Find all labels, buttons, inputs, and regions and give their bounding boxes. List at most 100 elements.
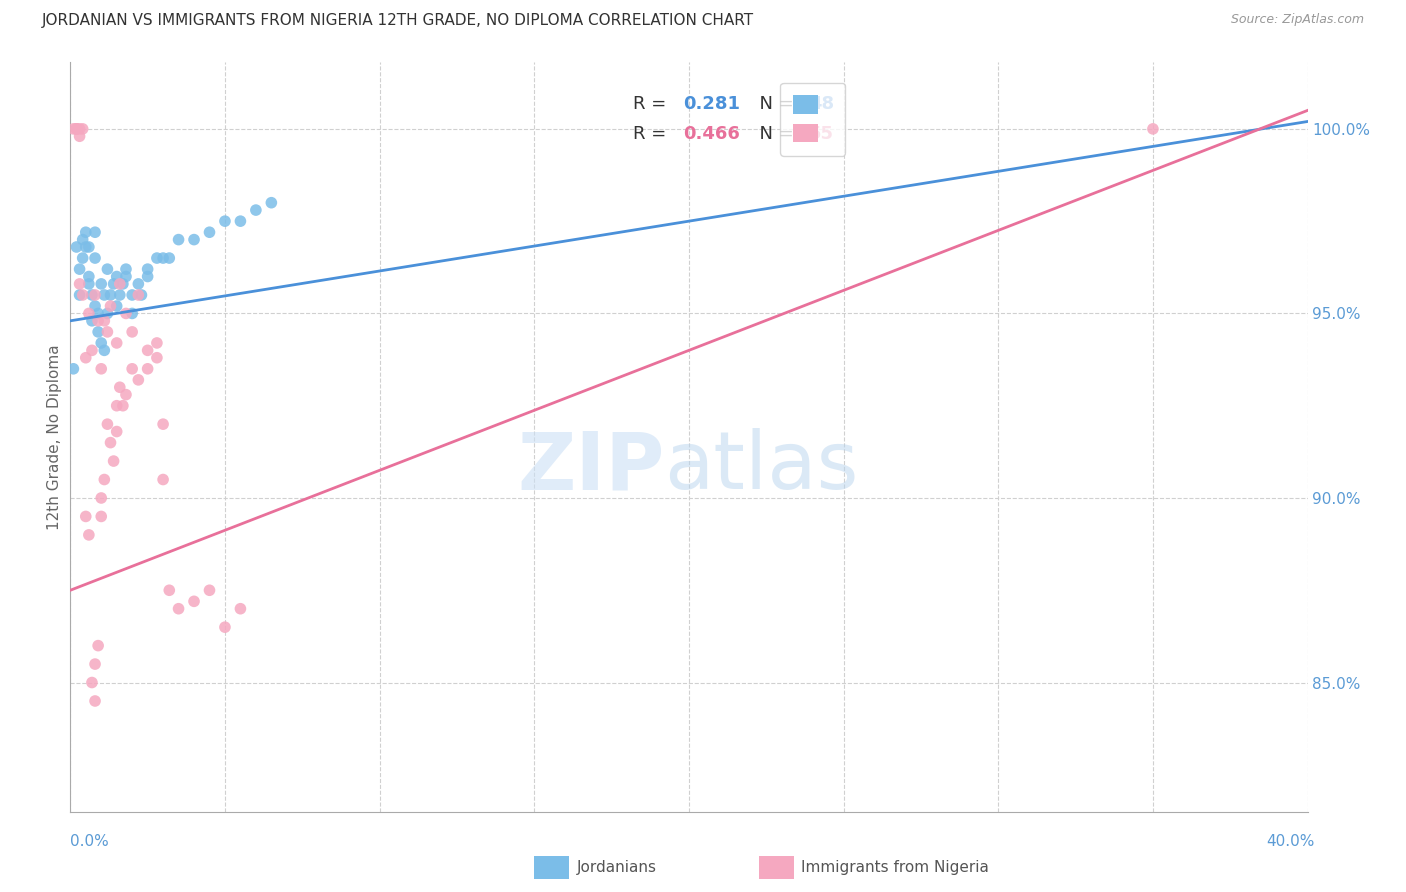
Point bbox=[90, 277, 112, 291]
Point bbox=[84, 288, 107, 302]
Point bbox=[136, 269, 159, 284]
Point bbox=[69, 277, 91, 291]
Point bbox=[96, 306, 118, 320]
Point bbox=[105, 269, 128, 284]
Point bbox=[69, 121, 91, 136]
Point bbox=[152, 473, 174, 487]
Point bbox=[77, 528, 100, 542]
Text: 0.466: 0.466 bbox=[683, 125, 740, 143]
Point bbox=[93, 473, 115, 487]
Point bbox=[96, 325, 118, 339]
Point bbox=[100, 299, 122, 313]
Text: Immigrants from Nigeria: Immigrants from Nigeria bbox=[801, 860, 990, 874]
Point bbox=[152, 251, 174, 265]
Point bbox=[69, 129, 91, 144]
Point bbox=[77, 306, 100, 320]
Point bbox=[121, 306, 143, 320]
Point bbox=[75, 225, 97, 239]
Point bbox=[93, 314, 115, 328]
Point bbox=[80, 675, 103, 690]
Point bbox=[77, 277, 100, 291]
Point bbox=[229, 601, 252, 615]
Point bbox=[80, 288, 103, 302]
Point bbox=[131, 288, 153, 302]
Text: ZIP: ZIP bbox=[517, 428, 664, 506]
Point bbox=[167, 233, 190, 247]
Point bbox=[229, 214, 252, 228]
Point bbox=[105, 425, 128, 439]
Point bbox=[183, 594, 205, 608]
Point bbox=[121, 361, 143, 376]
Point bbox=[146, 335, 169, 350]
Point bbox=[111, 399, 134, 413]
Text: JORDANIAN VS IMMIGRANTS FROM NIGERIA 12TH GRADE, NO DIPLOMA CORRELATION CHART: JORDANIAN VS IMMIGRANTS FROM NIGERIA 12T… bbox=[42, 13, 754, 29]
Point bbox=[198, 225, 221, 239]
Point bbox=[146, 251, 169, 265]
Point bbox=[62, 121, 84, 136]
Point bbox=[90, 491, 112, 505]
Point bbox=[167, 601, 190, 615]
Point bbox=[84, 694, 107, 708]
Text: 0.281: 0.281 bbox=[683, 95, 740, 112]
Point bbox=[198, 583, 221, 598]
Point bbox=[72, 251, 94, 265]
Point bbox=[111, 277, 134, 291]
Point bbox=[62, 361, 84, 376]
Point bbox=[84, 657, 107, 671]
Point bbox=[146, 351, 169, 365]
Point bbox=[65, 121, 87, 136]
Point bbox=[121, 325, 143, 339]
Y-axis label: 12th Grade, No Diploma: 12th Grade, No Diploma bbox=[46, 344, 62, 530]
Point bbox=[103, 277, 125, 291]
Point bbox=[87, 306, 110, 320]
Text: Jordanians: Jordanians bbox=[576, 860, 657, 874]
Point bbox=[93, 288, 115, 302]
Point bbox=[136, 343, 159, 358]
Point bbox=[90, 361, 112, 376]
Point bbox=[103, 454, 125, 468]
Text: R =: R = bbox=[633, 125, 672, 143]
Point bbox=[100, 435, 122, 450]
Point bbox=[65, 121, 87, 136]
Point bbox=[105, 335, 128, 350]
Text: 0.0%: 0.0% bbox=[70, 834, 110, 849]
Point bbox=[157, 251, 180, 265]
Point bbox=[72, 288, 94, 302]
Point bbox=[127, 373, 149, 387]
Point bbox=[90, 509, 112, 524]
Point bbox=[121, 288, 143, 302]
Point bbox=[65, 240, 87, 254]
Point bbox=[1142, 121, 1164, 136]
Text: N =: N = bbox=[748, 125, 800, 143]
Point bbox=[127, 288, 149, 302]
Point bbox=[108, 380, 131, 394]
Point bbox=[90, 335, 112, 350]
Point bbox=[115, 306, 138, 320]
Point bbox=[105, 299, 128, 313]
Point bbox=[108, 288, 131, 302]
Point bbox=[72, 233, 94, 247]
Point bbox=[87, 639, 110, 653]
Text: atlas: atlas bbox=[664, 428, 859, 506]
Point bbox=[100, 288, 122, 302]
Point bbox=[69, 288, 91, 302]
Text: R =: R = bbox=[633, 95, 672, 112]
Point bbox=[80, 343, 103, 358]
Point bbox=[84, 225, 107, 239]
Point bbox=[93, 343, 115, 358]
Point bbox=[115, 387, 138, 401]
Text: Source: ZipAtlas.com: Source: ZipAtlas.com bbox=[1230, 13, 1364, 27]
Point bbox=[77, 269, 100, 284]
Text: 48: 48 bbox=[808, 95, 834, 112]
Point bbox=[136, 262, 159, 277]
Point bbox=[87, 314, 110, 328]
Point bbox=[75, 509, 97, 524]
Point bbox=[136, 361, 159, 376]
Point bbox=[77, 240, 100, 254]
Point bbox=[75, 240, 97, 254]
Point bbox=[115, 262, 138, 277]
Point bbox=[157, 583, 180, 598]
Point bbox=[80, 314, 103, 328]
Point bbox=[75, 351, 97, 365]
Text: N =: N = bbox=[748, 95, 800, 112]
